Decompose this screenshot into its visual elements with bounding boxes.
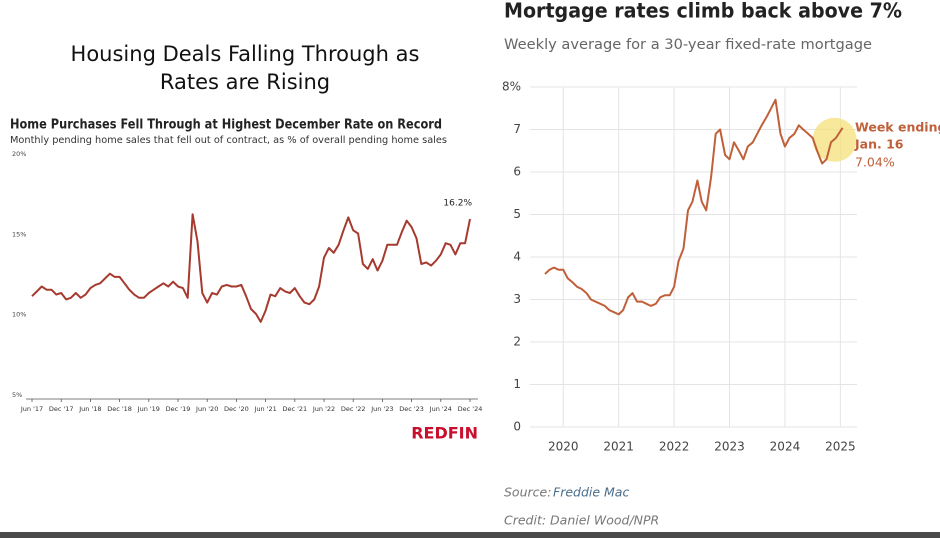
x-tick-label: 2020 [548,440,579,454]
footer-bar [0,532,940,538]
x-tick-label: 2021 [603,440,634,454]
x-tick-label: Dec '20 [224,405,249,413]
slide-title: Housing Deals Falling Through as [71,42,420,66]
y-tick-label: 10% [12,311,26,319]
y-tick-label: 0 [513,420,521,434]
y-tick-label: 1 [513,377,521,391]
x-tick-label: Jun '22 [312,405,335,413]
value-label: 7.04% [855,155,895,170]
line [544,98,844,316]
y-tick-label: 20% [12,150,26,158]
chart-subtitle: Weekly average for a 30-year fixed-rate … [504,37,872,53]
y-tick-label: 2 [513,335,521,349]
x-tick-label: Jun '23 [370,405,393,413]
x-tick-label: Dec '22 [341,405,366,413]
chart-title: Mortgage rates climb back above 7% [504,0,902,23]
annotation: Week ending [855,120,940,135]
line [31,213,471,323]
annotation: Jan. 16 [854,137,904,152]
slide-title: Rates are Rising [160,70,330,94]
x-tick-label: Jun '18 [78,405,101,413]
y-tick-label: 5% [12,391,22,399]
x-tick-label: Jun '24 [429,405,452,413]
x-tick-label: Jun '21 [253,405,276,413]
y-tick-label: 8% [502,80,521,94]
x-tick-label: Jun '20 [195,405,218,413]
source: Freddie Mac [553,485,629,500]
x-tick-label: Dec '19 [166,405,191,413]
x-tick-label: Dec '23 [399,405,424,413]
chart-subtitle: Monthly pending home sales that fell out… [10,135,447,146]
y-tick-label: 5 [513,207,521,221]
x-tick-label: Dec '17 [49,405,74,413]
x-tick-label: Jun '17 [20,405,43,413]
y-tick-label: 4 [513,250,521,264]
x-tick-label: Dec '24 [458,405,483,413]
x-tick-label: Jun '19 [137,405,160,413]
x-tick-label: 2024 [770,440,801,454]
annotation: 16.2% [443,199,472,209]
logo: REDFIN [411,424,478,443]
x-tick-label: 2025 [825,440,856,454]
x-tick-label: 2022 [659,440,690,454]
y-tick-label: 7 [513,122,521,136]
y-tick-label: 15% [12,230,26,238]
chart-title: Home Purchases Fell Through at Highest D… [10,118,442,133]
credit: Credit: Daniel Wood/NPR [504,513,659,528]
y-tick-label: 3 [513,292,521,306]
x-tick-label: Dec '18 [107,405,132,413]
y-tick-label: 6 [513,165,521,179]
source-label: Source: [504,485,551,500]
x-tick-label: Dec '21 [282,405,307,413]
x-tick-label: 2023 [714,440,745,454]
